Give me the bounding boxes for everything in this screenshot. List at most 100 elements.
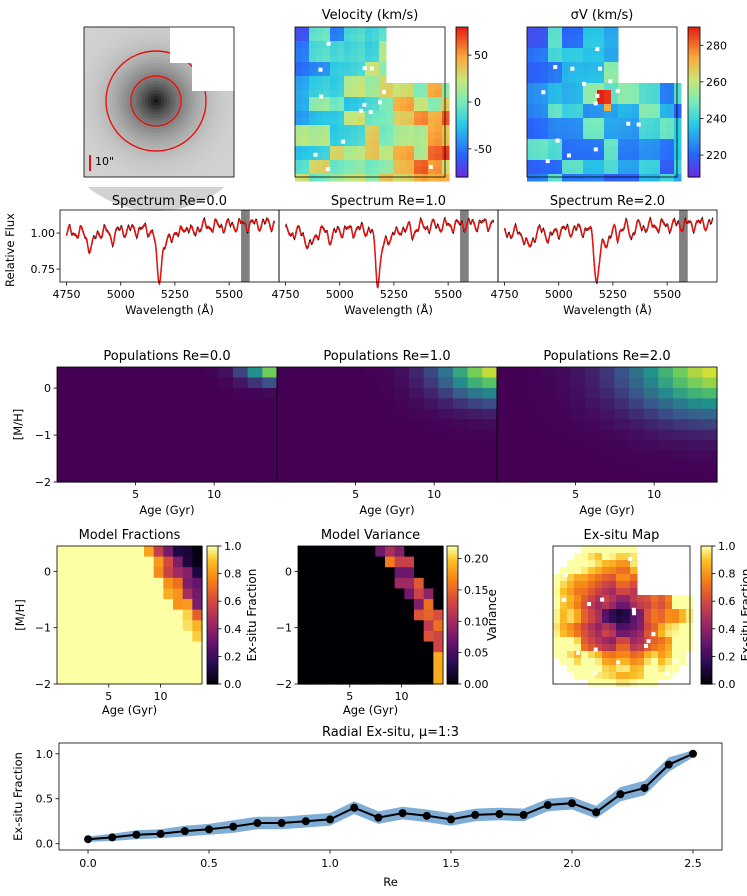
velocity-colorbar-gradient-step: [456, 139, 468, 143]
populations-cell: [335, 367, 351, 379]
sigma-map-bin: [576, 118, 584, 126]
populations-cell: [262, 408, 278, 420]
populations-cell: [511, 471, 527, 483]
exsitu-map-bin: [553, 588, 561, 596]
velocity-map-bin: [344, 90, 352, 98]
velocity-map-bin: [344, 34, 352, 42]
model-variance-cell: [346, 588, 357, 600]
exsitu-map-hole: [616, 660, 621, 665]
velocity-map-bin: [330, 48, 338, 56]
populations-cell: [555, 387, 571, 399]
sigma-map-bin: [527, 41, 535, 49]
model-variance-cell: [423, 588, 434, 600]
sigma-map-bin: [604, 62, 612, 70]
model-variance-cell: [356, 556, 367, 568]
exsitu-map-bin: [588, 546, 596, 554]
velocity-map-bin: [407, 167, 415, 175]
model-variance-cell: [346, 556, 357, 568]
populations-cell: [145, 398, 161, 410]
velocity-colorbar-gradient-step: [456, 64, 468, 68]
populations-cell: [335, 387, 351, 399]
sigma-map-bin: [569, 62, 577, 70]
sigma-map-bin: [660, 111, 668, 119]
populations-cell: [115, 450, 131, 462]
velocity-colorbar-gradient-step: [456, 67, 468, 71]
velocity-map-bin: [358, 132, 366, 140]
model-fractions-cell: [57, 599, 68, 611]
fractions-colorbar: 0.00.20.40.60.81.0Ex-situ Fraction: [206, 540, 259, 691]
model-variance-cell: [317, 641, 328, 653]
model-variance-cell: [356, 620, 367, 632]
model-variance-cell: [385, 556, 396, 568]
sigma-map-bin: [562, 55, 570, 63]
model-variance-cell: [375, 577, 386, 590]
sigma-colorbar-gradient-step: [688, 112, 700, 116]
sigma-colorbar-gradient-step: [688, 122, 700, 126]
exsitu-map-bin: [616, 679, 624, 687]
sigma-colorbar-gradient-step: [688, 54, 700, 58]
sigma-map-bin: [597, 111, 605, 119]
velocity-map-bin: [309, 90, 317, 98]
variance-colorbar-gradient-step: [447, 667, 458, 671]
radial-point: [471, 810, 480, 819]
exsitu-map-bin: [623, 567, 631, 575]
populations-cell: [599, 377, 615, 389]
populations-cell: [511, 377, 527, 389]
sigma-map-bin: [555, 111, 563, 119]
sigma-map-bin: [569, 41, 577, 49]
sigma-map-bin: [653, 97, 661, 105]
exsitu-map-bin: [637, 651, 645, 659]
model-variance-cell: [317, 599, 328, 611]
velocity-map-bin: [414, 174, 422, 182]
sigma-colorbar-gradient-step: [688, 82, 700, 86]
velocity-map-bin: [295, 125, 303, 133]
populations-cell: [658, 440, 674, 452]
velocity-colorbar-gradient-step: [456, 142, 468, 146]
populations-cell: [687, 377, 703, 389]
exsitu-map-bin: [630, 567, 638, 575]
sigma-map-bin: [590, 62, 598, 70]
populations-cell: [277, 429, 293, 441]
sigma-map-bin: [576, 48, 584, 56]
exsitu-map-bin: [553, 644, 561, 652]
sigma-map-bin: [583, 139, 591, 147]
populations-cell: [159, 429, 175, 441]
model-variance-cell: [298, 673, 309, 685]
velocity-map-bin: [400, 104, 408, 112]
exsitu-colorbar-gradient-step: [701, 663, 712, 667]
exsitu-map-bin: [560, 567, 568, 575]
exsitu-map-bin: [581, 602, 589, 610]
populations-cell: [658, 377, 674, 389]
sigma-colorbar-gradient-step: [688, 69, 700, 73]
populations-cell: [101, 398, 117, 410]
populations-cell: [233, 408, 249, 420]
exsitu-map-bin: [581, 567, 589, 575]
radial-point: [326, 815, 335, 824]
sigma-map-bin: [569, 174, 577, 182]
velocity-map-bin: [442, 125, 450, 133]
sigma-map-bin: [548, 76, 556, 84]
model-variance-cell: [365, 630, 376, 643]
populations-cell: [306, 367, 322, 379]
exsitu-map-bin: [609, 630, 617, 638]
model-variance-cell: [365, 641, 376, 653]
velocity-map-bin: [372, 146, 380, 154]
sigma-map-bin: [618, 111, 626, 119]
model-fractions-cell: [153, 556, 164, 568]
velocity-map-bin: [400, 118, 408, 126]
model-fractions-frame: [56, 545, 203, 685]
model-variance-cell: [375, 662, 386, 674]
variance-colorbar-gradient-step: [447, 582, 458, 586]
populations-cell: [629, 408, 645, 420]
sigma-map-bin: [611, 125, 619, 133]
model-variance-cell: [336, 588, 347, 600]
variance-colorbar-gradient-step: [447, 638, 458, 641]
variance-colorbar-gradient-step: [447, 610, 458, 614]
sigma-map-bin: [541, 97, 549, 105]
model-variance-x-tick-label: 5: [346, 690, 353, 703]
populations-cell: [350, 440, 366, 452]
populations-cell: [350, 408, 366, 420]
velocity-map-hole: [368, 110, 373, 115]
velocity-map-bin: [358, 139, 366, 147]
